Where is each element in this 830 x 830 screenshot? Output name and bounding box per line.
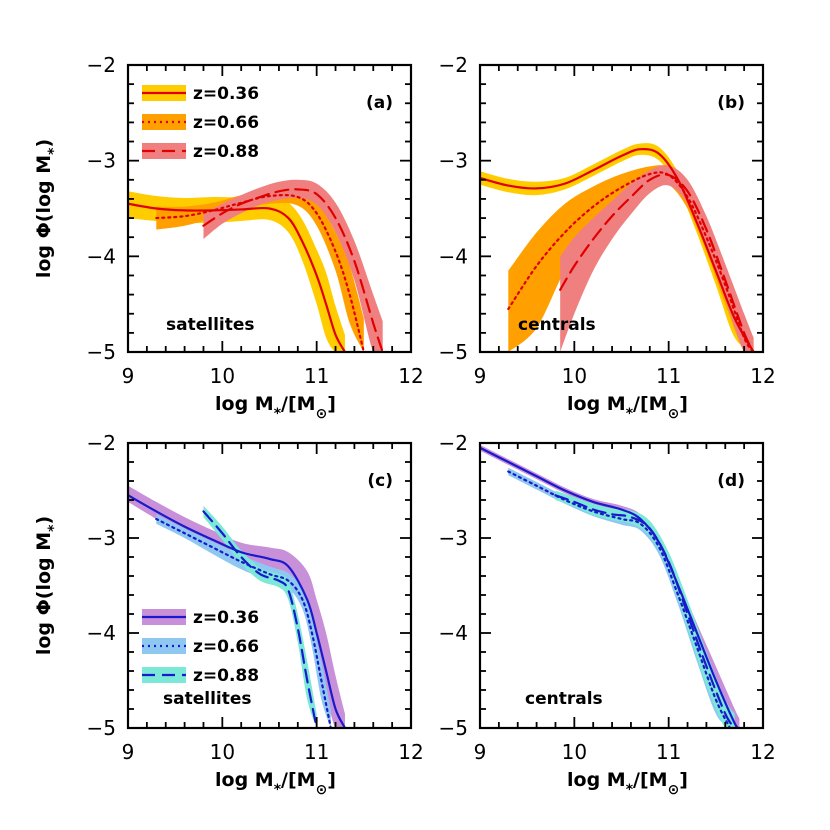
legend-label: z=0.36 [193, 84, 259, 104]
panel-annotation: centrals [525, 689, 603, 709]
y-tick-label: −2 [87, 53, 116, 77]
x-axis-label: log M*/[M⊙] [215, 393, 336, 422]
y-tick-label: −4 [87, 244, 116, 268]
panel-d: 9 10 11 12 −2 −3 −4 −5 (d) centrals log M*/[M⊙] [439, 431, 776, 798]
x-tick-label: 10 [562, 364, 587, 388]
x-tick-label: 9 [474, 740, 487, 764]
band-b-2 [560, 165, 754, 352]
x-tick-label: 9 [474, 364, 487, 388]
panel-a: 9 10 11 12 −2 −3 −4 −5 (a) satellites z=0.36 z=0.66… [33, 53, 424, 422]
x-tick-label: 9 [122, 740, 135, 764]
legend-label: z=0.66 [193, 637, 259, 657]
y-tick-label: −5 [87, 340, 116, 364]
panel-annotation: centrals [518, 315, 596, 335]
panel-label: (a) [366, 93, 393, 113]
series-line-b-2 [559, 173, 755, 352]
y-tick-label: −5 [87, 716, 116, 740]
plot-area [128, 485, 347, 728]
panel-label: (c) [367, 471, 393, 491]
band-a-0 [128, 191, 345, 352]
y-tick-label: −2 [439, 53, 468, 77]
series-line-c-0 [128, 494, 347, 728]
panel-annotation: satellites [163, 689, 252, 709]
axes-frame [478, 63, 765, 354]
x-tick-label: 12 [750, 740, 775, 764]
x-tick-label: 11 [656, 740, 681, 764]
y-tick-label: −3 [87, 149, 116, 173]
panel-label: (b) [717, 93, 745, 113]
band-c-0 [128, 485, 345, 728]
series-line-a-1 [155, 194, 365, 352]
legend-label: z=0.88 [193, 666, 259, 686]
y-tick-label: −4 [439, 244, 468, 268]
legend-label: z=0.66 [193, 113, 259, 133]
y-tick-label: −3 [439, 149, 468, 173]
y-tick-label: −3 [439, 526, 468, 550]
x-axis-label: log M*/[M⊙] [567, 393, 688, 422]
legend: z=0.36 z=0.66 z=0.88 [142, 608, 259, 686]
band-d-2 [555, 490, 735, 728]
series-line-b-0 [480, 147, 755, 352]
y-tick-label: −5 [439, 340, 468, 364]
band-c-2 [203, 505, 317, 728]
band-a-2 [203, 179, 383, 352]
x-tick-label: 10 [562, 740, 587, 764]
x-tick-label: 12 [750, 364, 775, 388]
legend-swatch [142, 114, 186, 130]
axes-frame [478, 441, 765, 730]
x-tick-label: 10 [210, 740, 235, 764]
y-axis-label: log Φ(log M*) [33, 139, 62, 278]
axes-frame [126, 63, 413, 354]
legend-label: z=0.88 [193, 142, 259, 162]
x-tick-label: 12 [398, 740, 423, 764]
y-tick-label: −4 [439, 621, 468, 645]
y-tick-label: −3 [87, 526, 116, 550]
y-axis-label: log Φ(log M*) [33, 516, 62, 655]
band-d-0 [480, 444, 740, 728]
panel-annotation: satellites [166, 315, 255, 335]
legend-label: z=0.36 [193, 608, 259, 628]
y-tick-label: −2 [439, 431, 468, 455]
plot-area [128, 179, 384, 352]
series-line-a-0 [128, 202, 347, 352]
panel-label: (d) [717, 471, 745, 491]
y-tick-label: −4 [87, 621, 116, 645]
legend: z=0.36 z=0.66 z=0.88 [142, 84, 259, 162]
x-tick-label: 10 [210, 364, 235, 388]
x-axis-label: log M*/[M⊙] [215, 769, 336, 798]
axes-frame [126, 441, 413, 730]
series-line-d-2 [554, 494, 736, 728]
series-line-c-2 [202, 510, 318, 728]
series-line-a-2 [202, 188, 384, 352]
panel-b: 9 10 11 12 −2 −3 −4 −5 (b) centrals log M*/[M⊙] [439, 53, 776, 422]
panel-c: 9 10 11 12 −2 −3 −4 −5 (c) satellites z=0.36 z=0.66… [33, 431, 424, 798]
x-tick-label: 11 [304, 364, 329, 388]
x-tick-label: 11 [656, 364, 681, 388]
y-tick-label: −2 [87, 431, 116, 455]
x-axis-label: log M*/[M⊙] [567, 769, 688, 798]
series-line-b-1 [507, 171, 755, 352]
series-line-c-1 [155, 517, 332, 728]
plot-area [480, 143, 755, 352]
legend-swatch [142, 638, 186, 654]
y-tick-label: −5 [439, 716, 468, 740]
plot-area [480, 444, 741, 728]
series-line-d-0 [480, 446, 741, 728]
x-tick-label: 9 [122, 364, 135, 388]
x-tick-label: 11 [304, 740, 329, 764]
x-tick-label: 12 [398, 364, 423, 388]
